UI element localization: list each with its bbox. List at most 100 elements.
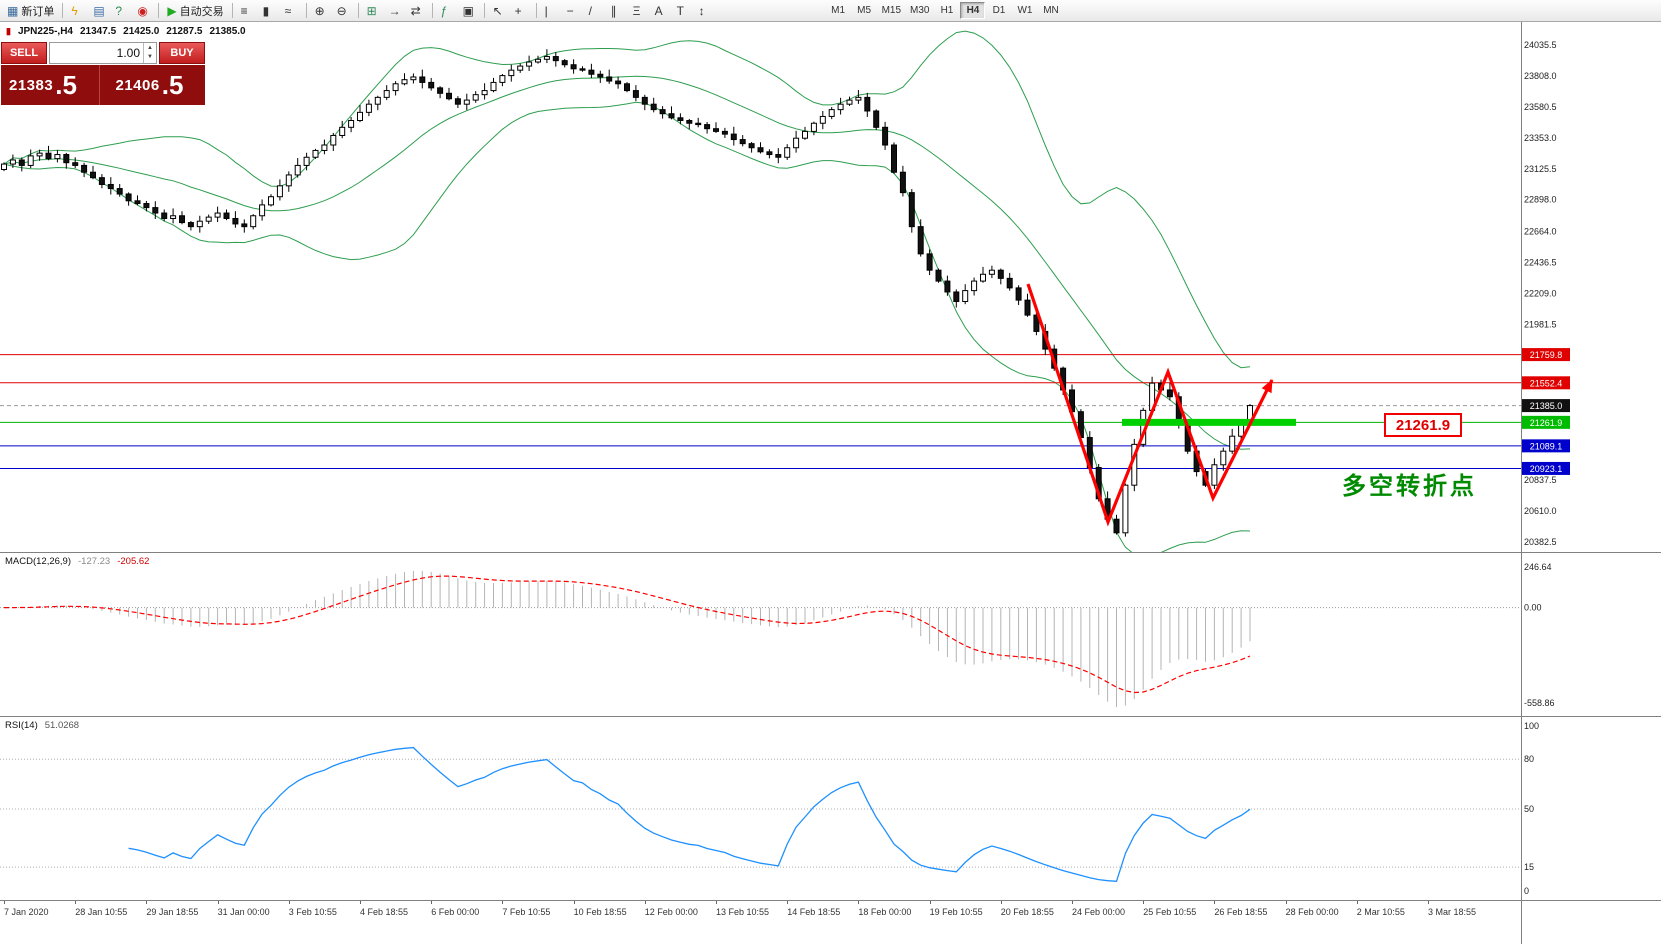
- tile-windows-icon: ⊞: [366, 3, 377, 18]
- crosshair-button[interactable]: +: [511, 1, 532, 20]
- timeframe-m30-button[interactable]: M30: [906, 2, 933, 19]
- indicators-button[interactable]: ƒ: [437, 1, 458, 20]
- help-button[interactable]: ?: [111, 1, 132, 20]
- candle: [196, 215, 203, 233]
- fibonacci-button[interactable]: Ξ: [629, 1, 650, 20]
- candle: [312, 148, 319, 159]
- buy-price[interactable]: 21406.5: [100, 65, 206, 105]
- trendline-button[interactable]: /: [585, 1, 606, 20]
- timeframe-mn-button[interactable]: MN: [1038, 2, 1063, 19]
- annotations-layer[interactable]: [1026, 283, 1296, 527]
- autotrade-button-label: 自动交易: [179, 5, 224, 18]
- arrows-button[interactable]: ↕: [695, 1, 716, 20]
- templates-button[interactable]: ▣: [459, 1, 480, 20]
- macd-panel[interactable]: 246.64 0.00 -558.86: [0, 552, 1661, 716]
- toolbar-separator: [158, 3, 160, 18]
- macd-name: MACD(12,26,9): [5, 556, 71, 567]
- timeframe-h4-button[interactable]: H4: [960, 2, 986, 19]
- autotrade-button[interactable]: ▶ 自动交易: [163, 1, 227, 20]
- auto-scroll-button[interactable]: →: [385, 1, 406, 20]
- timeframe-w1-button[interactable]: W1: [1012, 2, 1037, 19]
- candle: [18, 157, 25, 172]
- candle: [891, 142, 897, 174]
- lot-stepper[interactable]: ▲ ▼: [143, 43, 156, 63]
- timeframe-d1-button[interactable]: D1: [986, 2, 1011, 19]
- label-icon: T: [676, 3, 684, 18]
- chart-shift-button[interactable]: ⇄: [407, 1, 428, 20]
- rsi-panel[interactable]: 80 50 15 100 0: [0, 716, 1661, 900]
- level-lines[interactable]: [0, 354, 1521, 469]
- new-order-button-label: 新订单: [21, 5, 55, 18]
- time-tick: [1428, 901, 1429, 904]
- toolbar-separator: [535, 3, 537, 18]
- candle: [205, 214, 212, 224]
- lot-decrease-icon[interactable]: ▼: [147, 54, 153, 60]
- zigzag-projection-arrow[interactable]: [1026, 283, 1274, 527]
- candle: [107, 177, 114, 195]
- price-callout[interactable]: 21261.9: [1384, 413, 1462, 437]
- zoom-out-button[interactable]: ⊖: [333, 1, 354, 20]
- community-button[interactable]: ◉: [133, 1, 154, 20]
- chart-line-button[interactable]: ≈: [281, 1, 302, 20]
- trade-widget-controls: SELL 1.00 ▲ ▼ BUY: [1, 42, 205, 64]
- chart-bars-button[interactable]: ≡: [237, 1, 258, 20]
- chart-candles-button[interactable]: ▮: [259, 1, 280, 20]
- candle: [303, 152, 310, 171]
- channel-button[interactable]: ∥: [607, 1, 628, 20]
- chart-area[interactable]: 21759.8 21552.4 21385.0 21261.9 21089.1 20923…: [0, 22, 1661, 944]
- candle: [401, 73, 408, 86]
- new-order-button[interactable]: ▦ 新订单: [3, 1, 58, 20]
- hline-button[interactable]: −: [563, 1, 584, 20]
- price-scale[interactable]: 21759.8 21552.4 21385.0 21261.9 21089.1 20923…: [1521, 22, 1571, 552]
- candle: [54, 150, 61, 163]
- candle: [837, 97, 844, 115]
- vline-button[interactable]: |: [541, 1, 562, 20]
- time-tick: [217, 901, 219, 904]
- bollinger-middle: [3, 75, 1251, 450]
- candle: [268, 194, 274, 207]
- sell-price[interactable]: 21383.5: [1, 65, 100, 105]
- axis-price-label: 22664.0: [1524, 227, 1557, 237]
- ohlc-high: 21425.0: [123, 26, 160, 37]
- market-watch-button[interactable]: ▤: [89, 1, 110, 20]
- axis-price-label: 20610.0: [1524, 506, 1557, 516]
- label-button[interactable]: T: [673, 1, 694, 20]
- candle: [561, 59, 568, 68]
- candle: [757, 142, 764, 154]
- timeframe-m1-button[interactable]: M1: [826, 2, 851, 19]
- zoom-in-button[interactable]: ⊕: [311, 1, 332, 20]
- time-tick: [787, 901, 789, 904]
- turning-point-note[interactable]: 多空转折点: [1342, 473, 1477, 500]
- time-axis[interactable]: 7 Jan 2020 28 Jan 10:55 29 Jan 18:55 31 Jan…: [0, 900, 1661, 944]
- buy-price-main: 21406: [115, 76, 160, 94]
- rsi-axis-label: 80: [1524, 754, 1534, 764]
- candle: [321, 139, 328, 155]
- candle: [446, 87, 452, 101]
- time-axis-label: 18 Feb 00:00: [858, 907, 912, 917]
- buy-button[interactable]: BUY: [159, 42, 205, 64]
- indicators-icon: ƒ: [440, 3, 448, 18]
- candle: [828, 107, 835, 120]
- text-button[interactable]: A: [651, 1, 672, 20]
- candle: [552, 52, 559, 67]
- rsi-axis-bottom: 0: [1524, 886, 1529, 896]
- candle: [588, 63, 595, 79]
- candle: [1122, 483, 1129, 537]
- lot-size-value[interactable]: 1.00: [116, 46, 140, 60]
- lot-size-field[interactable]: 1.00 ▲ ▼: [49, 42, 157, 64]
- lightning-button[interactable]: ϟ: [67, 1, 88, 20]
- candle: [971, 277, 978, 296]
- main-chart-canvas[interactable]: 21759.8 21552.4 21385.0 21261.9 21089.1 20923…: [0, 22, 1661, 552]
- timeframe-m15-button[interactable]: M15: [878, 2, 905, 19]
- lot-increase-icon[interactable]: ▲: [147, 45, 153, 51]
- timeframe-m5-button[interactable]: M5: [852, 2, 877, 19]
- candle: [27, 149, 34, 169]
- tile-windows-button[interactable]: ⊞: [363, 1, 384, 20]
- candle: [953, 289, 960, 308]
- candle: [125, 192, 132, 206]
- one-click-trading-widget: SELL 1.00 ▲ ▼ BUY 21383.5 21406.5: [1, 42, 205, 105]
- candle: [81, 162, 88, 178]
- timeframe-h1-button[interactable]: H1: [934, 2, 959, 19]
- sell-button[interactable]: SELL: [1, 42, 47, 64]
- cursor-button[interactable]: ↖: [489, 1, 510, 20]
